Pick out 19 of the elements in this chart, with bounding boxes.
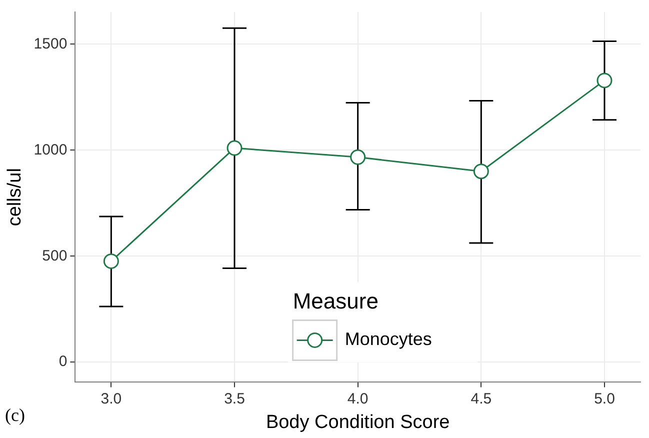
y-tick-label: 0 — [58, 353, 68, 370]
y-tick-label: 1500 — [34, 35, 68, 52]
text: (c) — [5, 405, 25, 425]
legend-title: Measure — [292, 288, 378, 314]
point — [103, 253, 119, 269]
point — [226, 140, 242, 156]
x-axis-title: Body Condition Score — [266, 412, 450, 433]
point — [473, 164, 489, 180]
point — [596, 72, 612, 88]
y-tick-label: 500 — [42, 247, 68, 264]
x-tick-label: 3.0 — [100, 390, 122, 408]
y-tick-label: 1000 — [34, 141, 68, 158]
x-tick-label: 3.5 — [224, 390, 245, 408]
x-tick-label: 4.5 — [470, 390, 492, 408]
y-axis-title: cells/ul — [4, 168, 26, 226]
point — [350, 149, 366, 165]
legend-label: Monocytes — [344, 329, 432, 350]
x-tick-label: 5.0 — [594, 390, 615, 408]
x-tick-label: 4.0 — [347, 390, 368, 408]
